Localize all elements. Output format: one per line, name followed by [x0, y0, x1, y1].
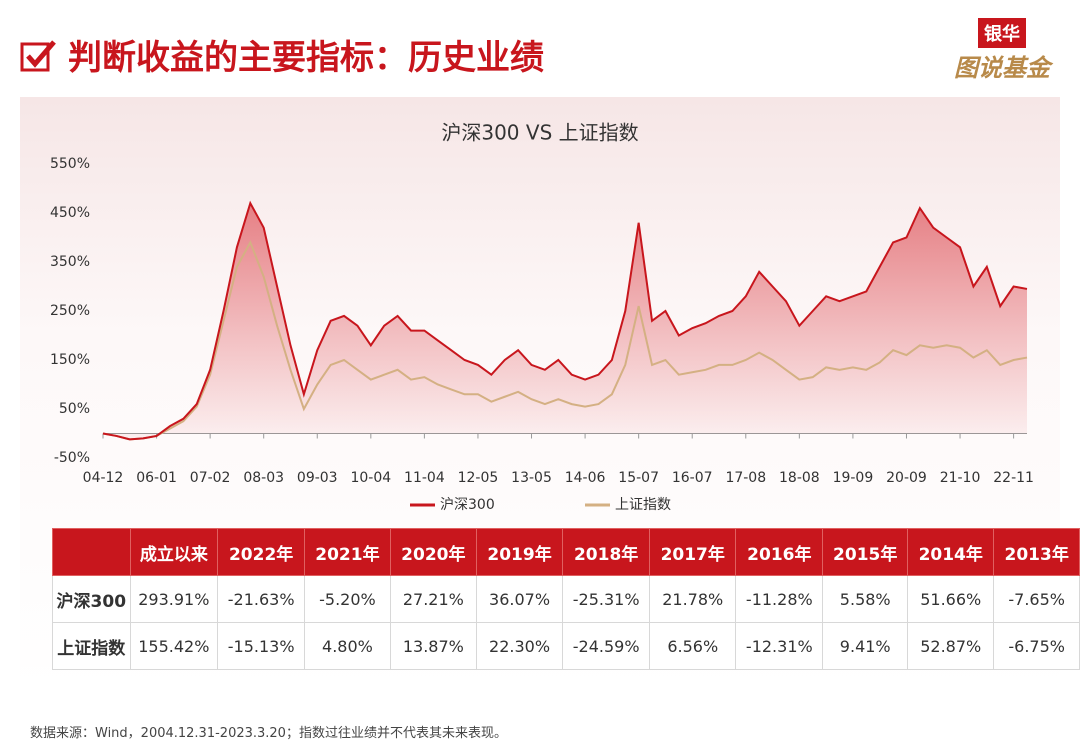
y-tick-label: -50% — [54, 450, 90, 466]
row: 沪深300 293.91% -21.63% -5.20% 27.21% 36.07% -25… — [52, 575, 1080, 623]
cell: 6.56% — [649, 622, 737, 670]
cell: 155.42% — [129, 622, 219, 670]
header-cell: 2022年 — [217, 528, 306, 576]
header-cell: 2020年 — [389, 528, 477, 576]
x-tick-label: 19-09 — [833, 470, 874, 486]
line — [102, 240, 1028, 441]
cell: 293.91% — [129, 575, 219, 623]
chart-title: 沪深300 VS 上证指数 — [441, 121, 638, 145]
footer: 数据来源：Wind，2004.12.31-2023.3.20；指数过往业绩并不代… — [30, 726, 507, 741]
x-tick-label: 14-06 — [565, 470, 606, 486]
cell: 9.41% — [822, 622, 909, 670]
y-tick-label: 450% — [50, 205, 90, 221]
cell: -24.59% — [562, 622, 651, 670]
x-tick-label: 16-07 — [672, 470, 713, 486]
cell: 沪深300 — [52, 575, 131, 623]
cell: -25.31% — [562, 575, 651, 623]
table: 成立以来 2022年 2021年 2020年 2019年 2018年 2017年 2016年 2… — [52, 528, 1080, 670]
x-tick-label: 08-03 — [243, 470, 284, 486]
header-cell: 2017年 — [649, 528, 737, 576]
header-cell: 2013年 — [993, 528, 1080, 576]
header-cell: 2019年 — [475, 528, 564, 576]
x-tick-label: 18-08 — [779, 470, 820, 486]
y-tick-label: 550% — [50, 156, 90, 172]
logo-bottom: 图说基金 — [954, 54, 1050, 82]
header-cell: 2021年 — [304, 528, 391, 576]
x-tick-label: 15-07 — [618, 470, 659, 486]
cell: 52.87% — [907, 622, 995, 670]
header-cell: 成立以来 — [129, 528, 219, 576]
y-tick-label: 150% — [50, 352, 90, 368]
cell: 21.78% — [649, 575, 737, 623]
cell: 上证指数 — [52, 622, 131, 670]
cell: -7.65% — [993, 575, 1080, 623]
header-row: 成立以来 2022年 2021年 2020年 2019年 2018年 2017年 2016年 2… — [52, 528, 1080, 576]
header-cell: 2015年 — [822, 528, 909, 576]
x-tick-label: 04-12 — [83, 470, 124, 486]
x-tick-label: 17-08 — [725, 470, 766, 486]
x-tick-label: 13-05 — [511, 470, 552, 486]
legend-label: 上证指数 — [615, 497, 671, 513]
x-tick-label: 07-02 — [190, 470, 231, 486]
x-tick-label: 12-05 — [458, 470, 499, 486]
cell: 36.07% — [475, 575, 564, 623]
x-tick-label: 20-09 — [886, 470, 927, 486]
cell: 13.87% — [389, 622, 477, 670]
cell: 27.21% — [389, 575, 477, 623]
y-tick-label: 350% — [50, 254, 90, 270]
area — [103, 203, 1027, 440]
cell: -5.20% — [304, 575, 391, 623]
logo: 银华 图说基金 — [954, 18, 1050, 83]
x-tick-label: 21-10 — [940, 470, 981, 486]
cell: -11.28% — [735, 575, 824, 623]
line — [102, 200, 1028, 441]
page-title: 判断收益的主要指标：历史业绩 — [68, 38, 544, 78]
header-cell: 2018年 — [562, 528, 651, 576]
cell: 51.66% — [907, 575, 995, 623]
header-cell — [52, 528, 131, 576]
x-tick-label: 06-01 — [136, 470, 177, 486]
row: 上证指数 155.42% -15.13% 4.80% 13.87% 22.30% -24.5… — [52, 622, 1080, 670]
header-cell: 2016年 — [735, 528, 824, 576]
legend-label: 沪深300 — [440, 497, 495, 513]
chart: 沪深300 VS 上证指数 550% 450% 350% 250% 150% 50% -50… — [50, 121, 1034, 514]
cell: 4.80% — [304, 622, 391, 670]
x-tick-label: 10-04 — [350, 470, 391, 486]
x-tick-label: 11-04 — [404, 470, 445, 486]
x-tick-label: 22-11 — [993, 470, 1034, 486]
y-tick-label: 50% — [59, 401, 90, 417]
header-cell: 2014年 — [907, 528, 995, 576]
cell: 5.58% — [822, 575, 909, 623]
cell: -15.13% — [217, 622, 306, 670]
logo-top: 银华 — [978, 18, 1026, 48]
cell: -12.31% — [735, 622, 824, 670]
y-tick-label: 250% — [50, 303, 90, 319]
cell: -21.63% — [217, 575, 306, 623]
x-tick-label: 09-03 — [297, 470, 338, 486]
cell: 22.30% — [475, 622, 564, 670]
check-icon — [20, 40, 56, 72]
cell: -6.75% — [993, 622, 1080, 670]
